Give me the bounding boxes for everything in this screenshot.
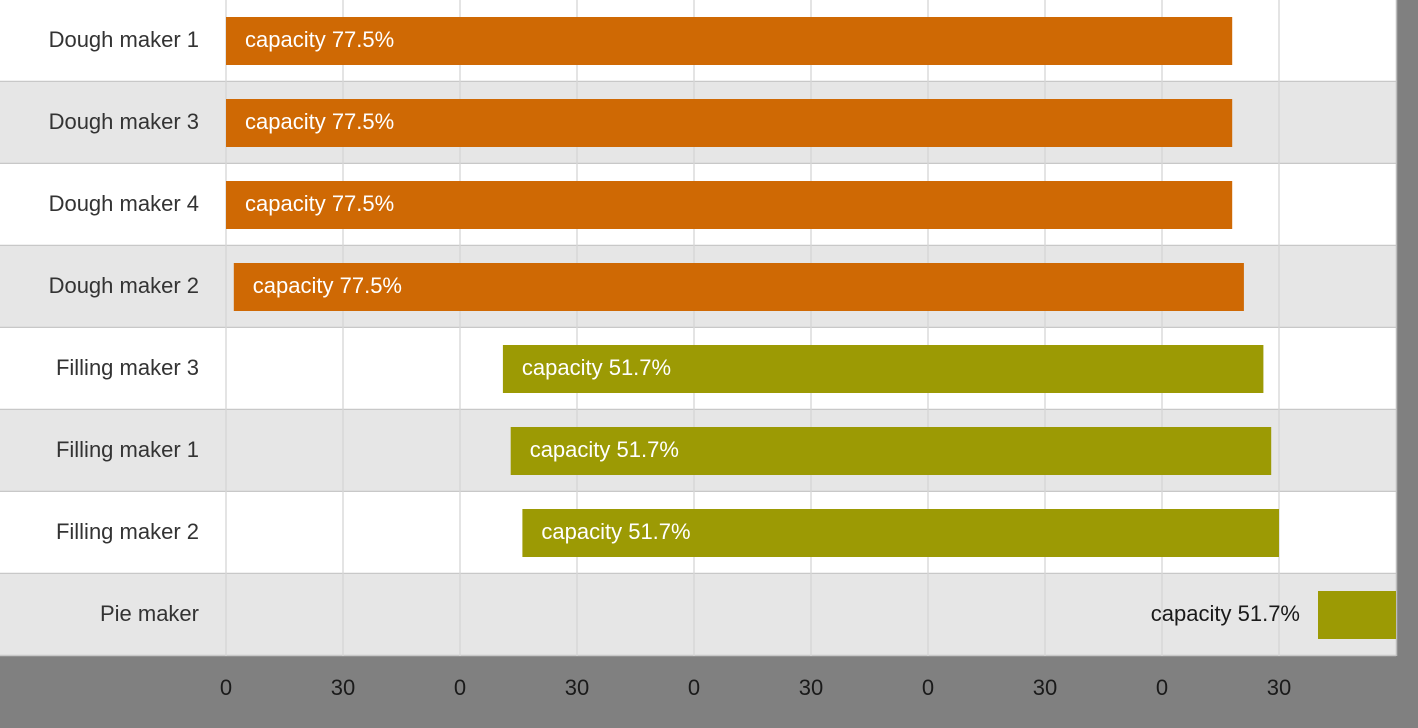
x-tick-label: 30 bbox=[1267, 675, 1291, 700]
x-tick-label: 30 bbox=[331, 675, 355, 700]
bar-label: capacity 51.7% bbox=[541, 519, 690, 544]
x-axis: 0 30 0 30 0 30 0 30 0 30 bbox=[220, 675, 1291, 700]
row-label: Filling maker 1 bbox=[56, 437, 199, 462]
x-tick-label: 30 bbox=[565, 675, 589, 700]
task-bar[interactable] bbox=[233, 263, 1244, 311]
bars: capacity 77.5% capacity 77.5% capacity 77.… bbox=[226, 17, 1418, 639]
x-tick-label: 0 bbox=[922, 675, 934, 700]
task-bar[interactable] bbox=[226, 181, 1233, 229]
task-bar[interactable] bbox=[522, 509, 1279, 557]
task-bar[interactable] bbox=[502, 345, 1264, 393]
row-label: Filling maker 2 bbox=[56, 519, 199, 544]
row-label: Dough maker 3 bbox=[49, 109, 199, 134]
bar-label: capacity 51.7% bbox=[530, 437, 679, 462]
task-bar[interactable] bbox=[510, 427, 1272, 475]
x-tick-label: 30 bbox=[1033, 675, 1057, 700]
bar-label: capacity 77.5% bbox=[245, 109, 394, 134]
task-bar[interactable] bbox=[1318, 591, 1418, 639]
bar-label: capacity 51.7% bbox=[1151, 601, 1300, 626]
row-label: Dough maker 4 bbox=[49, 191, 199, 216]
row-label: Dough maker 1 bbox=[49, 27, 199, 52]
row-label: Dough maker 2 bbox=[49, 273, 199, 298]
bar-label: capacity 51.7% bbox=[522, 355, 671, 380]
x-tick-label: 30 bbox=[799, 675, 823, 700]
row-label: Filling maker 3 bbox=[56, 355, 199, 380]
bar-label: capacity 77.5% bbox=[245, 191, 394, 216]
task-bar[interactable] bbox=[226, 99, 1233, 147]
bar-label: capacity 77.5% bbox=[253, 273, 402, 298]
x-tick-label: 0 bbox=[220, 675, 232, 700]
x-tick-label: 0 bbox=[688, 675, 700, 700]
x-tick-label: 0 bbox=[454, 675, 466, 700]
task-bar[interactable] bbox=[226, 17, 1233, 65]
row-background bbox=[0, 574, 1396, 656]
rows: Dough maker 1 Dough maker 3 Dough maker 4 D… bbox=[0, 0, 1398, 657]
row-label: Pie maker bbox=[100, 601, 199, 626]
x-tick-label: 0 bbox=[1156, 675, 1168, 700]
bar-label: capacity 77.5% bbox=[245, 27, 394, 52]
